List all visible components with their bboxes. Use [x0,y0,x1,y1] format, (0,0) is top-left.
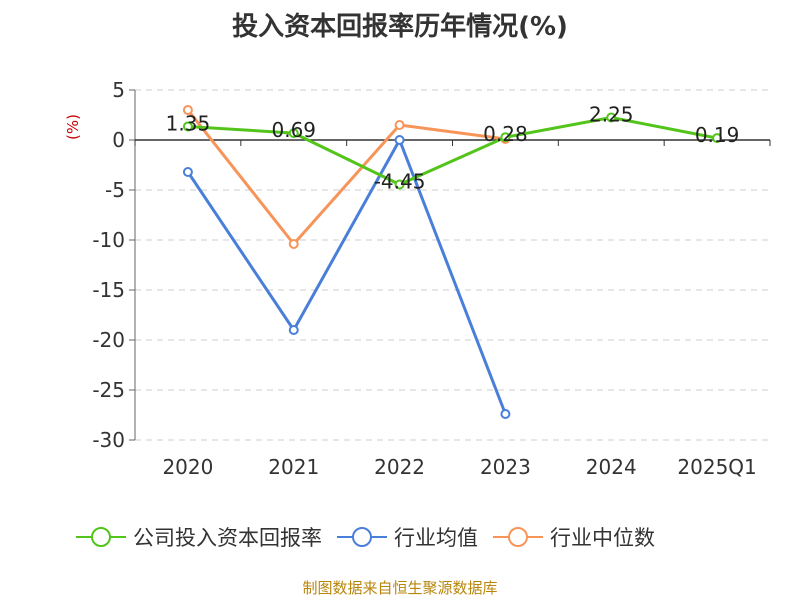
data-label: 2.25 [589,103,634,127]
y-axis-label: (%) [64,114,82,140]
legend-item[interactable]: 行业中位数 [492,522,655,552]
x-tick-label: 2024 [586,455,637,479]
data-point [394,135,405,145]
legend-swatch-marker [508,527,528,547]
data-point [288,128,299,139]
legend-swatch-marker [352,527,372,547]
y-tick-label: -25 [92,378,125,402]
y-tick-label: -20 [92,328,125,352]
data-label: -4.45 [374,170,426,194]
data-point [182,105,193,115]
data-source-note: 制图数据来自恒生聚源数据库 [302,579,498,597]
legend-item[interactable]: 行业均值 [336,522,478,552]
data-point [606,112,617,123]
legend-item[interactable]: 公司投入资本回报率 [75,522,322,552]
y-tick-label: -15 [92,278,125,302]
data-point [182,121,193,132]
series-line [187,116,718,186]
data-label: 0.19 [695,123,740,147]
x-tick-label: 2021 [268,455,319,479]
data-point [288,239,299,249]
legend-label: 行业中位数 [550,526,655,550]
legend-label: 行业均值 [394,526,478,550]
y-tick-label: -10 [92,228,125,252]
legend-swatch [76,527,126,547]
legend-swatch [493,527,543,547]
data-point [394,179,405,190]
x-tick-label: 2023 [480,455,531,479]
data-label: 0.69 [271,118,316,142]
data-label: 0.28 [483,122,528,146]
x-tick-label: 2020 [162,455,213,479]
data-point [500,409,511,419]
x-tick-label: 2022 [374,455,425,479]
chart-legend: 公司投入资本回报率 行业均值 行业中位数 [75,519,669,555]
data-point [500,132,511,143]
series-line [186,138,507,415]
data-point [394,120,405,130]
data-point [288,325,299,335]
y-tick-label: 0 [112,128,125,152]
legend-swatch [337,527,387,547]
x-tick-label: 2025Q1 [677,455,756,479]
data-label: 1.35 [166,112,211,136]
series-line [186,109,506,246]
data-point [712,133,723,144]
y-tick-label: -30 [92,428,125,452]
legend-swatch-marker [91,527,111,547]
y-tick-label: -5 [105,178,125,202]
data-point [182,167,193,177]
y-tick-label: 5 [112,78,125,102]
chart-title: 投入资本回报率历年情况(%) [232,12,568,42]
legend-label: 公司投入资本回报率 [133,526,322,550]
